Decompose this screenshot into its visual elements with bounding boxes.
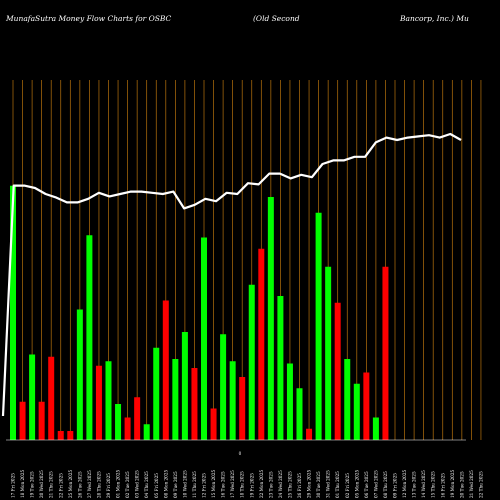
x-tick-label: 16 Fri 2025 xyxy=(440,473,445,498)
x-tick-label: 18 Thu 2025 xyxy=(240,471,245,498)
chart-title-left: MunafaSutra Money Flow Charts for OSBC xyxy=(5,14,172,23)
money-flow-bar xyxy=(191,368,198,440)
x-tick-label: 21 Wed 2025 xyxy=(469,470,474,498)
x-tick-label: 22 Thu 2025 xyxy=(478,471,483,498)
money-flow-bar xyxy=(153,347,160,440)
chart-title-mid: (Old Second xyxy=(253,14,300,23)
x-tick-label: 01 Mon 2025 xyxy=(116,470,121,498)
x-tick-label: 20 Tue 2025 xyxy=(459,471,464,498)
x-tick-label: 14 Wed 2025 xyxy=(421,470,426,498)
x-tick-label: 15 Mon 2025 xyxy=(211,470,216,498)
x-tick-label: 03 Wed 2025 xyxy=(135,470,140,498)
x-tick-label: 19 Tue 2025 xyxy=(30,471,35,498)
x-tick-label: 08 Thu 2025 xyxy=(383,471,388,498)
money-flow-bar xyxy=(67,431,74,440)
money-flow-bar xyxy=(19,401,26,440)
money-flow-bar xyxy=(105,361,112,440)
money-flow-bar xyxy=(181,332,188,440)
money-flow-bar xyxy=(210,408,217,440)
money-flow-bar xyxy=(76,309,83,440)
money-flow-bar xyxy=(29,354,36,440)
x-tick-label: 19 Mon 2025 xyxy=(450,470,455,498)
money-flow-bar xyxy=(267,197,274,440)
money-flow-bar xyxy=(296,388,303,440)
money-flow-bar xyxy=(86,235,93,440)
money-flow-bar xyxy=(334,302,341,440)
money-flow-bar xyxy=(229,361,236,440)
x-tick-label: 21 Thu 2025 xyxy=(49,471,54,498)
x-tick-label: 25 Thu 2025 xyxy=(287,471,292,498)
money-flow-bar xyxy=(95,365,102,440)
money-flow-bar xyxy=(248,284,255,440)
x-tick-label: 13 Tue 2025 xyxy=(412,471,417,498)
x-tick-label: 27 Wed 2025 xyxy=(87,470,92,498)
money-flow-bar xyxy=(258,248,265,440)
x-tick-label: 06 Tue 2025 xyxy=(364,471,369,498)
x-tick-label: 31 Wed 2025 xyxy=(326,470,331,498)
money-flow-line xyxy=(1,132,462,417)
x-tick-labels: 17 Fri 2025 18 Mon 2025 19 Tue 2025 20 Wed … xyxy=(11,470,484,498)
money-flow-bar xyxy=(10,185,16,440)
x-tick-label: 23 Tue 2025 xyxy=(268,471,273,498)
money-flow-bar xyxy=(162,300,169,440)
x-tick-label: 04 Thu 2025 xyxy=(144,471,149,498)
x-tick-label: 18 Mon 2025 xyxy=(20,470,25,498)
money-flow-bar xyxy=(372,417,379,440)
x-tick-label: 07 Wed 2025 xyxy=(373,470,378,498)
x-tick-label: 20 Wed 2025 xyxy=(39,470,44,498)
x-tick-label: 16 Tue 2025 xyxy=(221,471,226,498)
money-flow-bar xyxy=(57,431,64,440)
x-tick-label: 09 Fri 2025 xyxy=(393,473,398,498)
x-tick-label: 25 Mon 2025 xyxy=(68,470,73,498)
x-tick-label: 05 Mon 2025 xyxy=(354,470,359,498)
x-tick-label: 17 Fri 2025 xyxy=(11,473,16,498)
money-flow-bar xyxy=(306,428,313,440)
x-tick-label: 12 Fri 2025 xyxy=(202,473,207,498)
x-tick-label: 08 Mon 2025 xyxy=(163,470,168,498)
x-tick-label: 29 Fri 2025 xyxy=(106,473,111,498)
chart-title-right: Bancorp, Inc.) Mu xyxy=(399,14,469,23)
x-tick-label: 19 Fri 2025 xyxy=(249,473,254,498)
money-flow-bar xyxy=(134,397,141,440)
money-flow-bar xyxy=(315,212,322,440)
x-tick-label: 22 Fri 2025 xyxy=(58,473,63,498)
money-flow-bar xyxy=(220,334,227,440)
money-flow-bars xyxy=(10,185,389,440)
x-tick-label: 17 Wed 2025 xyxy=(230,470,235,498)
x-tick-label: 12 Mon 2025 xyxy=(402,470,407,498)
money-flow-bar xyxy=(286,363,293,440)
x-tick-label: 02 Tue 2025 xyxy=(125,471,130,498)
money-flow-bar xyxy=(363,372,370,440)
x-tick-label: 09 Tue 2025 xyxy=(173,471,178,498)
money-flow-bar xyxy=(277,296,284,440)
x-tick-label: 26 Tue 2025 xyxy=(77,471,82,498)
x-tick-label: 02 Fri 2025 xyxy=(345,473,350,498)
x-tick-label: 24 Wed 2025 xyxy=(278,470,283,498)
x-tick-label: 10 Wed 2025 xyxy=(182,470,187,498)
x-tick-label: 26 Fri 2025 xyxy=(297,473,302,498)
x-tick-label: 11 Thu 2025 xyxy=(192,471,197,498)
money-flow-bar xyxy=(38,401,45,440)
x-tick-label: 28 Thu 2025 xyxy=(96,471,101,498)
money-flow-bar xyxy=(382,266,389,440)
money-flow-bar xyxy=(143,424,150,440)
money-flow-bar xyxy=(239,377,246,440)
x-tick-label: 05 Fri 2025 xyxy=(154,473,159,498)
money-flow-bar xyxy=(124,417,131,440)
money-flow-bar xyxy=(344,359,351,440)
x-tick-label: 15 Thu 2025 xyxy=(431,471,436,498)
money-flow-bar xyxy=(353,383,360,440)
money-flow-bar xyxy=(201,237,207,440)
axis-center-label: 0 xyxy=(239,451,242,456)
money-flow-bar xyxy=(325,266,332,440)
x-tick-label: 22 Mon 2025 xyxy=(259,470,264,498)
x-tick-label: 29 Mon 2025 xyxy=(307,470,312,498)
money-flow-bar xyxy=(115,404,122,440)
x-tick-label: 01 Thu 2025 xyxy=(335,471,340,498)
x-tick-label: 30 Tue 2025 xyxy=(316,471,321,498)
money-flow-bar xyxy=(172,359,179,440)
money-flow-bar xyxy=(48,356,55,440)
